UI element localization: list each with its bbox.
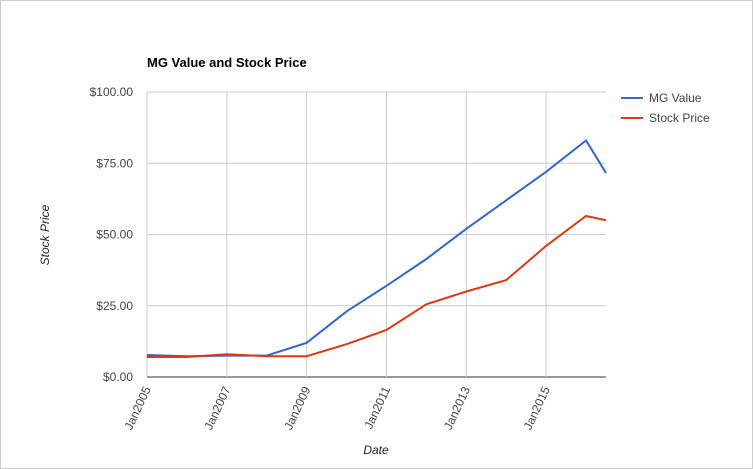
line-series <box>147 214 607 359</box>
legend-label: Stock Price <box>649 111 710 125</box>
legend-label: MG Value <box>649 91 702 105</box>
chart-title: MG Value and Stock Price <box>147 55 307 70</box>
y-tick-label: $100.00 <box>90 85 134 99</box>
y-tick-label: $50.00 <box>96 228 133 242</box>
x-axis-title: Date <box>363 443 389 457</box>
y-tick-label: $75.00 <box>96 156 133 170</box>
y-tick-label: $25.00 <box>96 299 133 313</box>
y-tick-label: $0.00 <box>103 370 133 384</box>
line-series <box>146 138 607 358</box>
y-axis-title: Stock Price <box>38 204 52 265</box>
